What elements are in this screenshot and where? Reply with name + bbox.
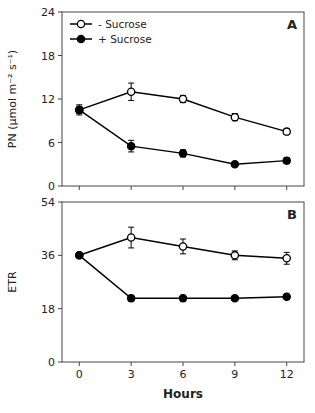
error-bar [180,239,186,254]
point [231,114,238,121]
plot-area [76,83,291,168]
point [179,295,186,302]
x-tick-label: 12 [280,368,294,381]
y-tick-label: 18 [41,50,55,63]
panel: 0369120183654ETRHoursB [6,196,304,401]
point [231,252,238,259]
y-tick-label: 36 [41,249,55,262]
error-bar [180,295,186,301]
y-tick-label: 0 [48,356,55,369]
series-line [79,110,286,164]
error-bar [284,252,290,264]
x-tick [183,186,184,190]
point [283,255,290,262]
x-tick [234,186,235,190]
y-tick-label: 6 [48,137,55,150]
x-tick [286,362,287,366]
point [283,128,290,135]
x-tick [234,362,235,366]
point [128,234,135,241]
point [76,252,83,259]
x-axis-label: Hours [163,387,203,401]
x-tick [131,362,132,366]
error-bar [128,227,134,248]
series [76,227,291,264]
x-tick [79,186,80,190]
panel-label: A [287,17,297,32]
y-axis-label: ETR [6,271,19,293]
y-tick [58,99,62,100]
point [283,293,290,300]
y-tick [58,55,62,56]
plot-frame [62,202,304,362]
plot-frame [62,12,304,186]
error-bar [232,114,238,121]
y-tick [58,362,62,363]
error-bar [128,83,134,100]
panel-label: B [287,207,297,222]
point [76,252,83,259]
error-bar [180,150,186,157]
point [231,161,238,168]
error-bar [128,140,134,152]
y-axis-label: PN (µmol m⁻² s⁻¹) [6,50,19,148]
error-bar [128,295,134,301]
y-tick [58,142,62,143]
x-tick [286,186,287,190]
point [283,157,290,164]
error-bar [76,106,82,113]
legend-label: - Sucrose [98,18,147,30]
panel: 0 6 12 18 24 PN (µmol m⁻² s⁻¹) A - Sucrose + Suc… [6,6,304,193]
y-tick [58,255,62,256]
y-tick [58,12,62,13]
y-tick [58,308,62,309]
x-tick-label: 3 [128,368,135,381]
chart-container: 0 6 12 18 24 PN (µmol m⁻² s⁻¹) A - Sucrose + Suc… [0,0,315,413]
y-tick-label: 12 [41,93,55,106]
y-tick-label: 24 [41,6,55,19]
y-tick-label: 54 [41,196,55,209]
point [128,295,135,302]
y-tick-label: 0 [48,180,55,193]
x-tick-label: 9 [231,368,238,381]
point [179,243,186,250]
point [231,295,238,302]
point [179,150,186,157]
x-tick-label: 6 [180,368,187,381]
y-tick-label: 18 [41,303,55,316]
x-tick [79,362,80,366]
point [76,106,83,113]
error-bar [180,95,186,102]
error-bar [284,158,290,164]
x-tick-label: 0 [76,368,83,381]
series-line [79,92,286,132]
series [76,252,291,302]
point [179,95,186,102]
legend-label: + Sucrose [98,33,152,45]
legend: - Sucrose + Sucrose [70,18,152,45]
point [128,88,135,95]
point [128,143,135,150]
plot-area [76,227,291,302]
chart: 0 6 12 18 24 PN (µmol m⁻² s⁻¹) A - Sucrose + Suc… [0,0,315,413]
error-bar [284,129,290,135]
x-tick [183,362,184,366]
series-line [79,255,286,298]
y-tick [58,202,62,203]
series-line [79,238,286,259]
error-bar [232,251,238,260]
y-tick [58,186,62,187]
error-bar [76,105,82,115]
legend-marker [77,20,84,27]
series [76,83,291,135]
x-tick [131,186,132,190]
point [76,106,83,113]
legend-marker [77,35,84,42]
series [76,105,291,168]
